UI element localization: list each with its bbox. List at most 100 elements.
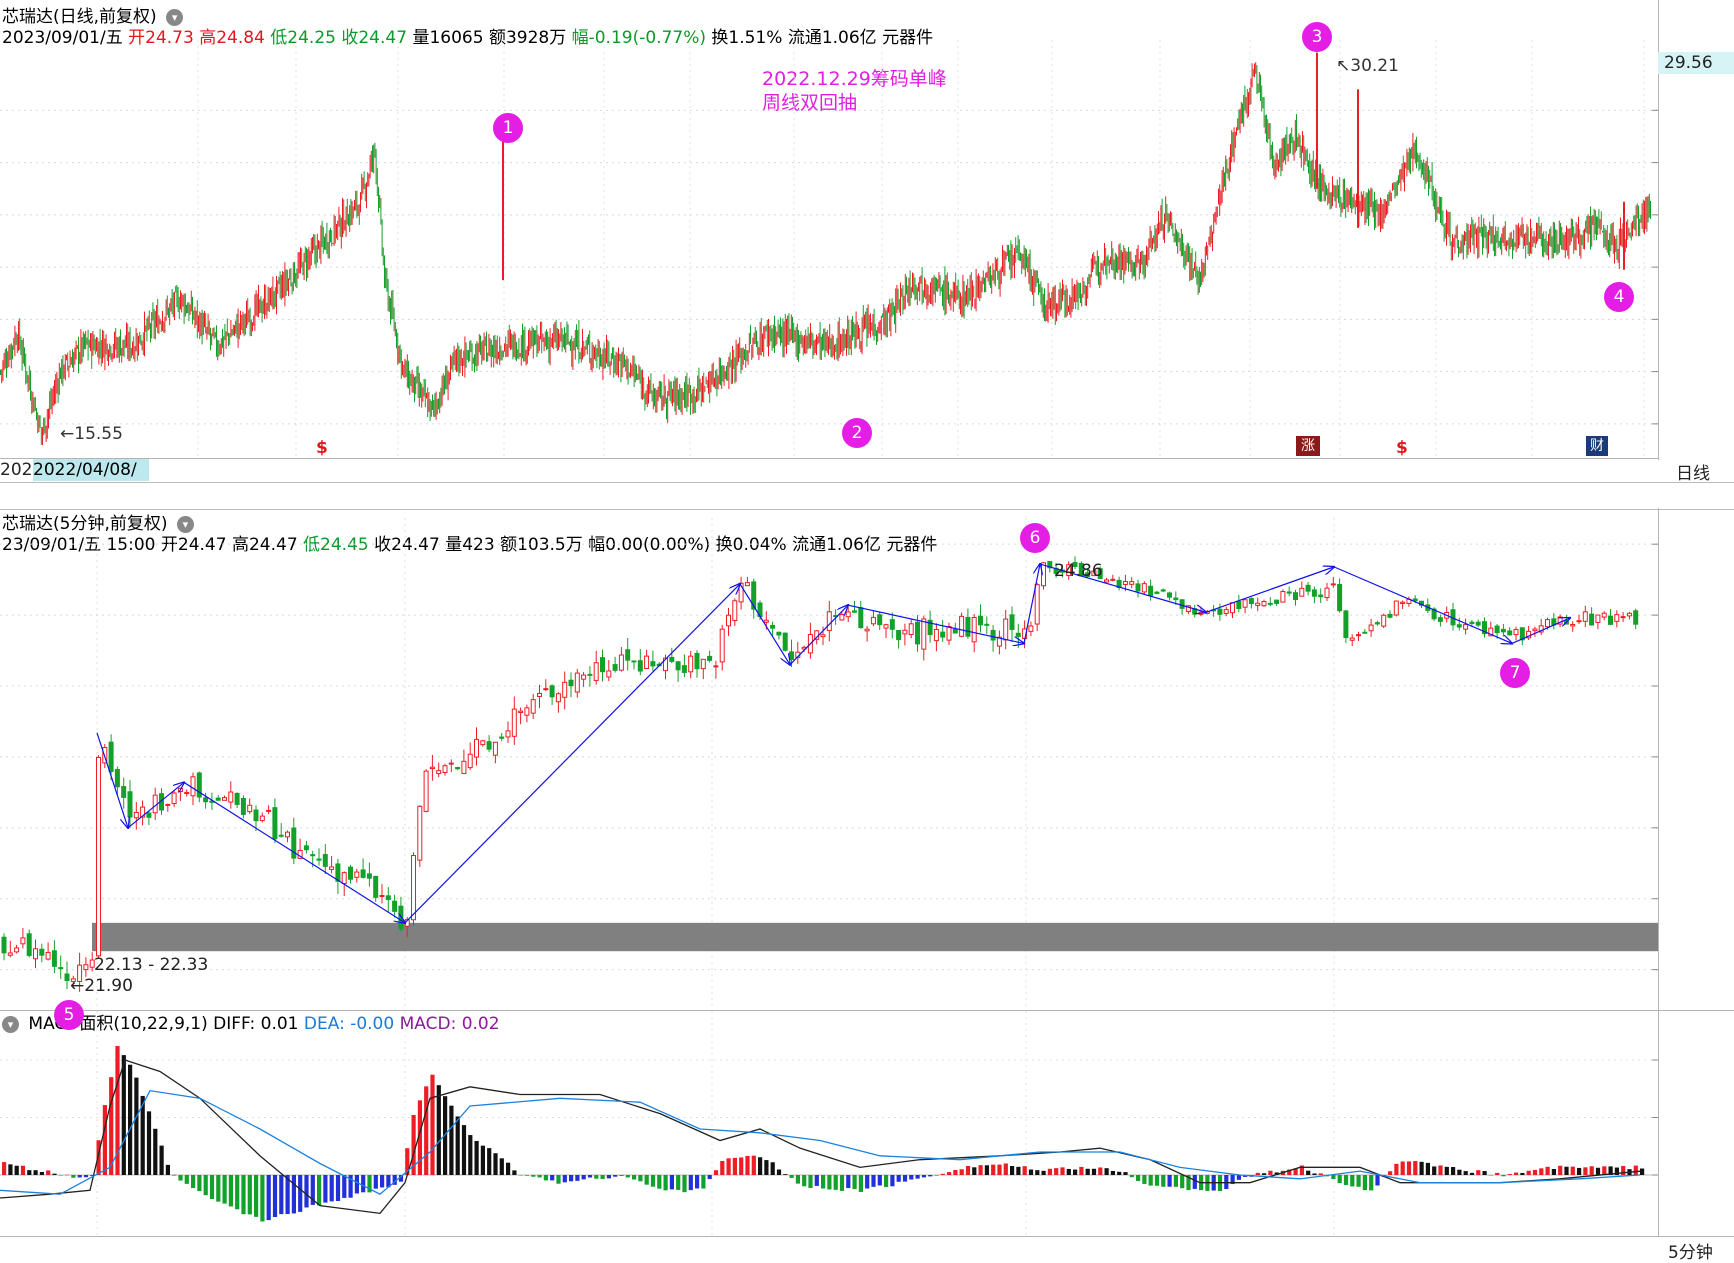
marker-5: 5	[54, 1000, 84, 1030]
intraday-candle-body	[1626, 612, 1632, 617]
band-label: 22.13 - 22.33	[94, 955, 209, 975]
macd-histogram-bar	[1388, 1171, 1393, 1175]
intraday-candle-body	[587, 673, 593, 676]
macd-histogram-bar	[348, 1175, 353, 1198]
zhang-mark[interactable]: 涨	[1296, 436, 1320, 456]
intraday-candle-body	[877, 614, 883, 626]
macd-histogram-bar	[972, 1167, 977, 1175]
macd-histogram-bar	[1117, 1171, 1122, 1175]
macd-histogram-bar	[795, 1175, 800, 1184]
macd-histogram-bar	[1583, 1167, 1588, 1175]
wave-arrow	[183, 781, 405, 922]
intraday-candle-body	[196, 772, 202, 798]
intraday-candle-body	[996, 636, 1002, 647]
s-mark-1[interactable]: $	[316, 438, 328, 458]
daily-title: 芯瑞达(日线,前复权)	[2, 7, 157, 27]
macd-histogram-bar	[991, 1164, 996, 1175]
i-close-label: 收	[374, 535, 392, 555]
intraday-candle-body	[593, 662, 599, 681]
macd-histogram-bar	[606, 1175, 611, 1179]
intraday-candle-body	[348, 866, 353, 880]
intraday-candle-body	[1217, 608, 1223, 615]
macd-dropdown-icon[interactable]: ▾	[2, 1015, 19, 1033]
intraday-candle-body	[1261, 601, 1267, 607]
macd-histogram-bar	[8, 1164, 13, 1175]
macd-histogram-bar	[625, 1175, 630, 1178]
macd-histogram-bar	[1142, 1175, 1147, 1184]
intraday-candle-body	[1167, 592, 1172, 598]
intraday-candle-body	[146, 812, 152, 818]
intraday-candle-body	[625, 649, 631, 661]
intraday-candle-body	[1311, 589, 1317, 597]
macd-histogram-bar	[657, 1175, 662, 1189]
daily-period-label[interactable]: 日线	[1676, 464, 1710, 484]
macd-period-label[interactable]: 5分钟	[1668, 1243, 1713, 1263]
intraday-candle-body	[96, 756, 101, 957]
dea-value: -0.00	[350, 1014, 395, 1034]
macd-histogram-bar	[1066, 1168, 1071, 1175]
intraday-info-row: 23/09/01/五 15:00 开24.47 高24.47 低24.45 收2…	[2, 535, 937, 555]
macd-histogram-bar	[1495, 1172, 1500, 1175]
intraday-candle-body	[971, 617, 977, 643]
intraday-candle-body	[1475, 621, 1481, 626]
macd-histogram-bar	[1621, 1165, 1626, 1175]
macd-histogram-bar	[688, 1175, 693, 1191]
macd-histogram-bar	[184, 1175, 189, 1184]
macd-histogram-bar	[1180, 1175, 1185, 1189]
intraday-candle-body	[291, 827, 297, 859]
low-label: 低	[270, 28, 288, 48]
intraday-candle-body	[732, 600, 738, 621]
daily-dropdown-icon[interactable]: ▾	[166, 8, 184, 26]
macd-histogram-bar	[455, 1116, 460, 1175]
intraday-candle-body	[1141, 583, 1147, 593]
s-mark-2[interactable]: $	[1396, 438, 1408, 458]
intraday-candle-body	[631, 660, 637, 663]
intraday-candle-body	[89, 959, 95, 968]
macd-histogram-bar	[739, 1157, 744, 1175]
intraday-dropdown-icon[interactable]: ▾	[176, 515, 194, 533]
intraday-candle-body	[14, 947, 20, 953]
i-turn-value: 0.04%	[732, 535, 787, 555]
intraday-candle-body	[933, 628, 939, 642]
intraday-candle-body	[266, 809, 272, 812]
intraday-candle-body	[883, 624, 889, 629]
intraday-low-value: 21.90	[84, 976, 133, 996]
close-label: 收	[341, 28, 359, 48]
macd-histogram-bar	[1350, 1175, 1355, 1187]
intraday-candle-body	[1267, 602, 1273, 605]
intraday-candle-body	[33, 948, 38, 960]
macd-histogram-bar	[600, 1175, 605, 1180]
cai-mark[interactable]: 财	[1586, 436, 1608, 456]
intraday-candle-body	[1374, 622, 1380, 625]
macd-histogram-bar	[329, 1175, 334, 1202]
macd-histogram-bar	[789, 1175, 794, 1178]
intraday-candle-body	[1469, 621, 1475, 624]
macd-histogram-bar	[783, 1174, 788, 1175]
macd-histogram-bar	[235, 1175, 240, 1210]
macd-histogram-bar	[1633, 1165, 1638, 1175]
intraday-candle-body	[1160, 589, 1166, 592]
intraday-candle-body	[253, 809, 259, 822]
intraday-candle-body	[1248, 598, 1254, 605]
macd-histogram-bar	[808, 1175, 813, 1189]
macd-histogram-bar	[997, 1164, 1002, 1175]
intraday-candle-body	[978, 615, 983, 626]
macd-histogram-bar	[1526, 1170, 1531, 1175]
intraday-candle-body	[1620, 616, 1626, 619]
annotation-line1: 2022.12.29筹码单峰	[762, 68, 947, 90]
intraday-candle-body	[1299, 587, 1305, 597]
macd-histogram-bar	[1022, 1166, 1027, 1175]
wave-arrow	[847, 604, 1024, 643]
macd-histogram-bar	[405, 1148, 410, 1175]
macd-histogram-bar	[1469, 1172, 1475, 1175]
macd-histogram-bar	[335, 1175, 341, 1201]
intraday-candle-body	[240, 798, 246, 815]
min-price-label: ←15.55	[60, 424, 123, 444]
intraday-candle-body	[940, 631, 946, 638]
macd-histogram-bar	[1230, 1175, 1235, 1185]
intraday-candle-body	[379, 895, 385, 898]
macd-histogram-bar	[1545, 1166, 1550, 1175]
macd-histogram-bar	[109, 1077, 114, 1175]
intraday-candle-body	[114, 769, 120, 788]
intraday-candle-body	[618, 654, 624, 671]
